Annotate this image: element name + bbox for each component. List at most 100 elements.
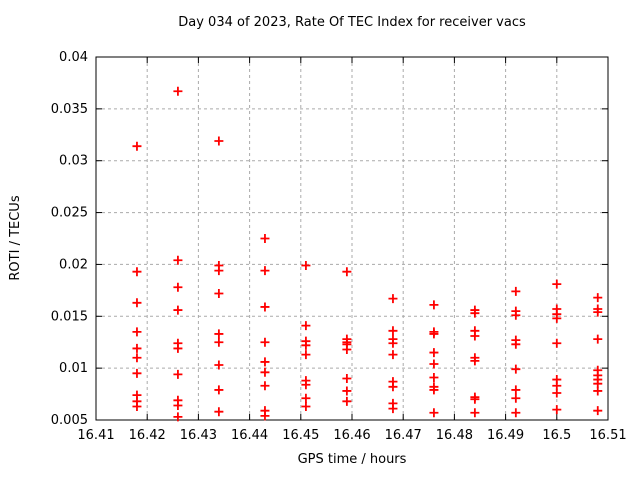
data-point-marker xyxy=(214,266,224,276)
data-point-marker xyxy=(552,313,562,323)
y-tick-label: 0.04 xyxy=(59,50,88,65)
y-tick-label: 0.03 xyxy=(59,154,88,169)
data-point-marker xyxy=(593,386,603,396)
data-point-marker xyxy=(388,404,398,414)
data-points xyxy=(132,86,603,422)
data-point-marker xyxy=(511,364,521,374)
x-tick-label: 16.51 xyxy=(589,428,626,443)
data-point-marker xyxy=(511,310,521,320)
data-point-marker xyxy=(429,372,439,382)
data-point-marker xyxy=(214,329,224,339)
data-point-marker xyxy=(470,394,480,404)
data-point-marker xyxy=(342,344,352,354)
data-point-marker xyxy=(301,350,311,360)
x-tick-label: 16.49 xyxy=(487,428,524,443)
x-tick-label: 16.41 xyxy=(77,428,114,443)
y-tick-label: 0.01 xyxy=(59,361,88,376)
data-point-marker xyxy=(429,348,439,358)
data-point-marker xyxy=(342,386,352,396)
data-point-marker xyxy=(173,305,183,315)
data-point-marker xyxy=(301,393,311,403)
data-point-marker xyxy=(132,141,142,151)
x-tick-label: 16.45 xyxy=(282,428,319,443)
y-tick-label: 0.005 xyxy=(51,413,88,428)
data-point-marker xyxy=(173,255,183,265)
data-point-marker xyxy=(342,267,352,277)
data-point-marker xyxy=(214,385,224,395)
data-point-marker xyxy=(260,337,270,347)
data-point-marker xyxy=(552,405,562,415)
data-point-marker xyxy=(132,267,142,277)
data-point-marker xyxy=(301,340,311,350)
data-point-marker xyxy=(214,337,224,347)
x-tick-label: 16.5 xyxy=(542,428,571,443)
data-point-marker xyxy=(552,338,562,348)
data-point-marker xyxy=(593,334,603,344)
y-tick-label: 0.025 xyxy=(51,206,88,221)
data-point-marker xyxy=(470,331,480,341)
data-point-marker xyxy=(132,327,142,337)
data-point-marker xyxy=(173,412,183,422)
data-point-marker xyxy=(511,286,521,296)
data-point-marker xyxy=(214,136,224,146)
data-point-marker xyxy=(470,308,480,318)
data-point-marker xyxy=(260,411,270,421)
data-point-marker xyxy=(429,408,439,418)
data-point-marker xyxy=(301,260,311,270)
data-point-marker xyxy=(260,266,270,276)
data-point-marker xyxy=(301,321,311,331)
data-point-marker xyxy=(173,369,183,379)
x-tick-label: 16.47 xyxy=(385,428,422,443)
data-point-marker xyxy=(388,350,398,360)
data-point-marker xyxy=(593,293,603,303)
x-axis-label: GPS time / hours xyxy=(297,452,407,467)
data-point-marker xyxy=(301,402,311,412)
data-point-marker xyxy=(132,402,142,412)
data-point-marker xyxy=(593,307,603,317)
data-point-marker xyxy=(388,382,398,392)
data-point-marker xyxy=(511,393,521,403)
y-tick-label: 0.015 xyxy=(51,309,88,324)
data-point-marker xyxy=(511,408,521,418)
data-point-marker xyxy=(173,400,183,410)
chart-title: Day 034 of 2023, Rate Of TEC Index for r… xyxy=(178,15,526,30)
data-point-marker xyxy=(132,298,142,308)
data-point-marker xyxy=(388,338,398,348)
data-point-marker xyxy=(301,380,311,390)
data-point-marker xyxy=(214,288,224,298)
x-tick-label: 16.43 xyxy=(180,428,217,443)
x-tick-label: 16.48 xyxy=(436,428,473,443)
data-point-marker xyxy=(173,86,183,96)
x-tick-label: 16.46 xyxy=(333,428,370,443)
data-point-marker xyxy=(260,357,270,367)
data-point-marker xyxy=(132,343,142,353)
y-tick-label: 0.02 xyxy=(59,257,88,272)
data-point-marker xyxy=(260,302,270,312)
data-point-marker xyxy=(214,407,224,417)
data-point-marker xyxy=(429,329,439,339)
data-point-marker xyxy=(470,356,480,366)
data-point-marker xyxy=(388,294,398,304)
data-point-marker xyxy=(214,360,224,370)
data-point-marker xyxy=(260,381,270,391)
data-point-marker xyxy=(342,396,352,406)
data-point-marker xyxy=(511,385,521,395)
y-tick-label: 0.035 xyxy=(51,102,88,117)
data-point-marker xyxy=(388,326,398,336)
data-point-marker xyxy=(511,339,521,349)
data-point-marker xyxy=(260,234,270,243)
x-tick-label: 16.44 xyxy=(231,428,268,443)
data-point-marker xyxy=(342,374,352,384)
data-point-marker xyxy=(429,385,439,395)
data-point-marker xyxy=(173,282,183,292)
data-point-marker xyxy=(552,279,562,289)
data-point-marker xyxy=(429,359,439,369)
x-tick-label: 16.42 xyxy=(129,428,166,443)
data-point-marker xyxy=(132,353,142,363)
data-point-marker xyxy=(173,343,183,353)
data-point-marker xyxy=(552,388,562,398)
data-point-marker xyxy=(593,406,603,416)
data-point-marker xyxy=(429,300,439,310)
data-point-marker xyxy=(260,367,270,377)
